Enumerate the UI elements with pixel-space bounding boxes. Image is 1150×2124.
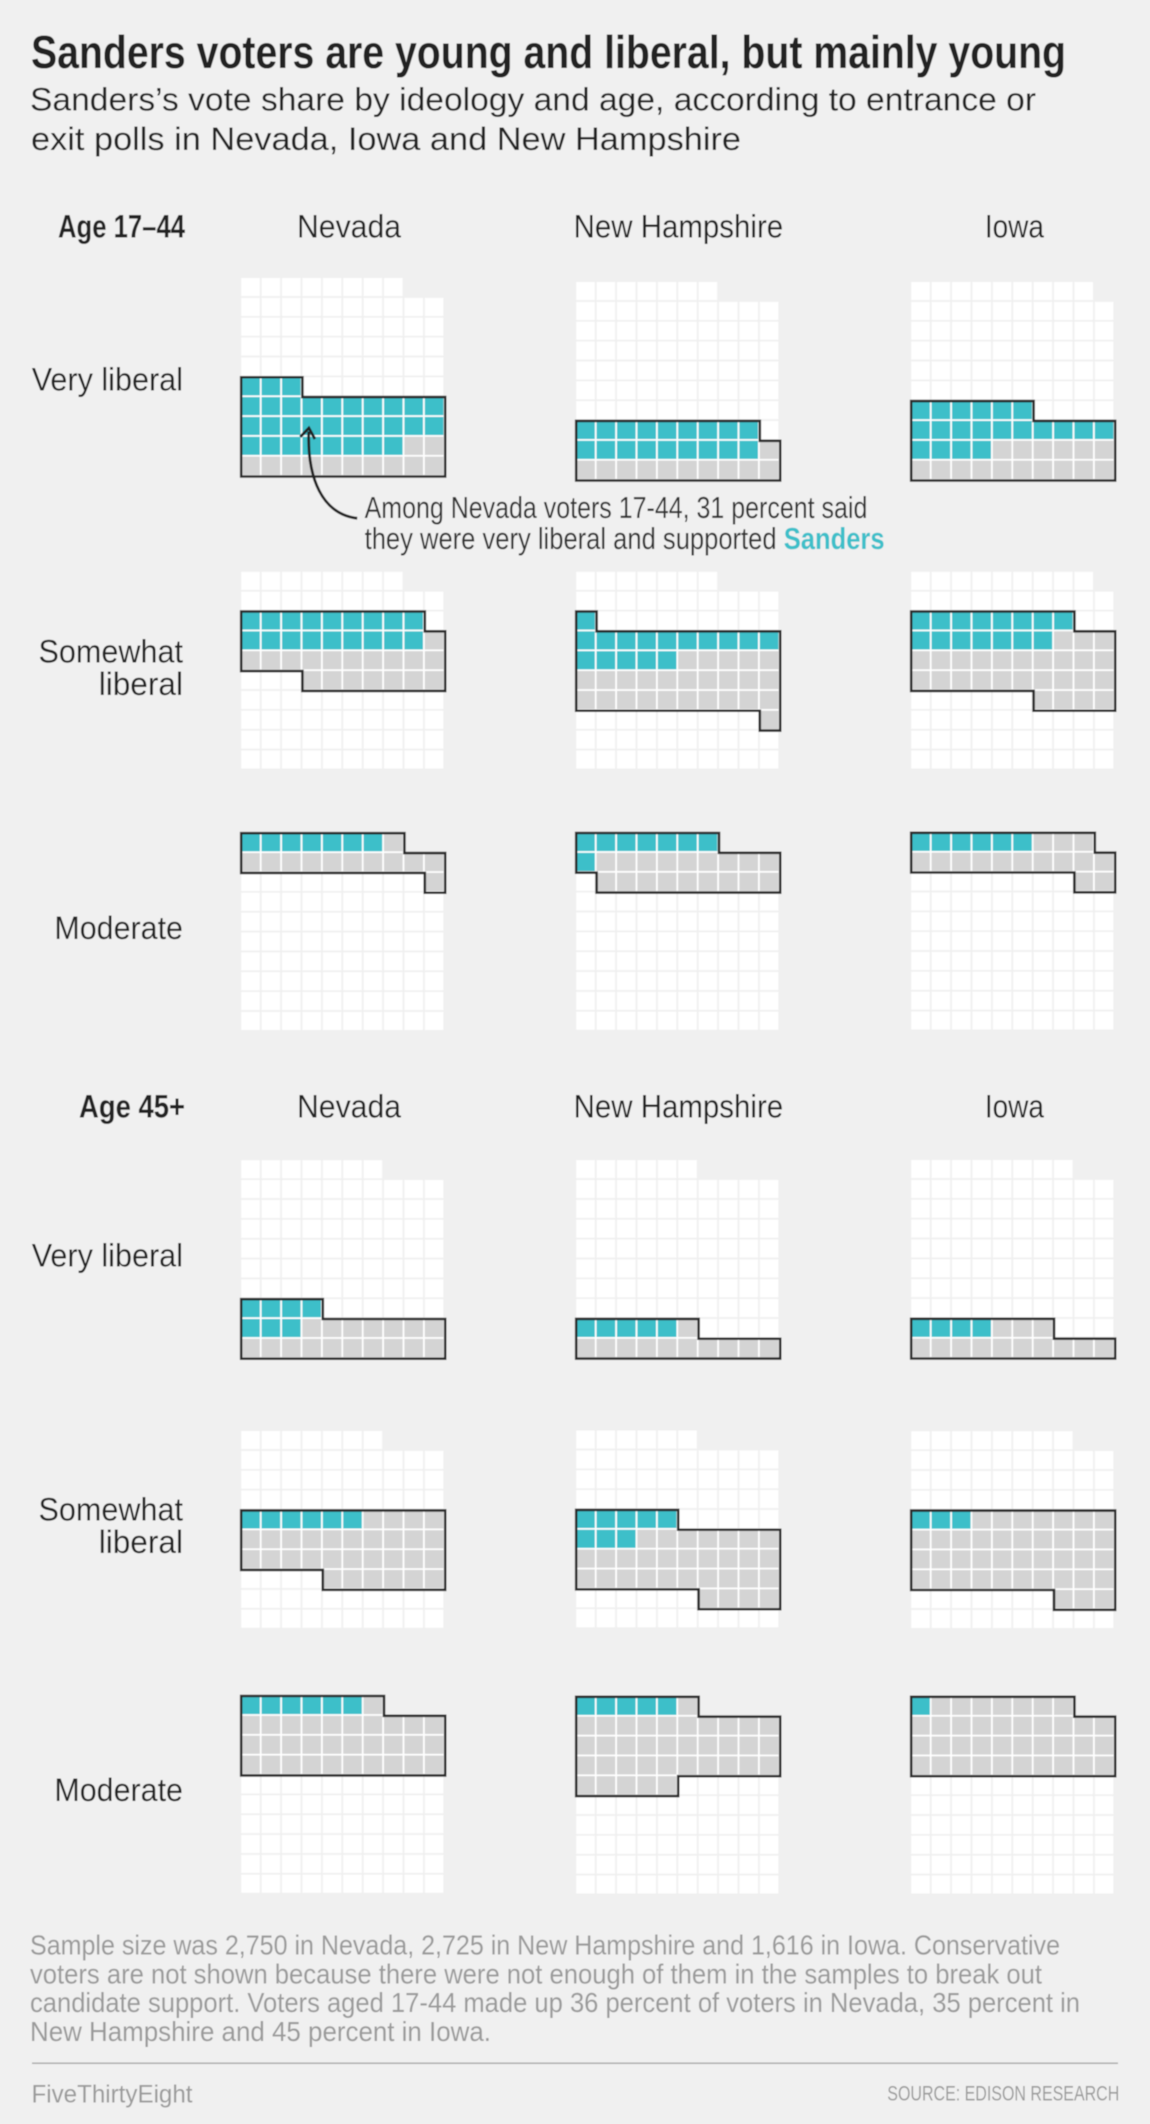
svg-text:SOURCE: EDISON RESEARCH: SOURCE: EDISON RESEARCH	[887, 2083, 1119, 2106]
svg-text:Moderate: Moderate	[54, 1772, 183, 1808]
svg-text:Among Nevada voters 17-44, 31: Among Nevada voters 17-44, 31 percent sa…	[365, 490, 868, 525]
svg-text:New Hampshire: New Hampshire	[574, 1089, 784, 1125]
svg-text:Age 45+: Age 45+	[79, 1089, 185, 1125]
svg-text:liberal: liberal	[99, 666, 183, 702]
svg-text:Age 17–44: Age 17–44	[58, 209, 185, 245]
svg-text:Somewhat: Somewhat	[39, 634, 184, 670]
svg-text:liberal: liberal	[99, 1524, 183, 1560]
svg-text:Sanders: Sanders	[784, 521, 885, 556]
svg-text:Somewhat: Somewhat	[39, 1491, 184, 1527]
svg-text:Sanders voters are young and l: Sanders voters are young and liberal, bu…	[31, 26, 1066, 78]
svg-text:Sanders’s vote share by ideolo: Sanders’s vote share by ideology and age…	[30, 82, 1036, 118]
svg-text:Iowa: Iowa	[985, 1089, 1044, 1125]
svg-text:Iowa: Iowa	[985, 209, 1044, 245]
svg-text:candidate support. Voters aged: candidate support. Voters aged 17-44 mad…	[30, 1987, 1080, 2018]
svg-text:Moderate: Moderate	[54, 910, 183, 946]
svg-text:New Hampshire and 45 percent i: New Hampshire and 45 percent in Iowa.	[30, 2016, 491, 2047]
svg-text:voters are not shown because t: voters are not shown because there were …	[30, 1958, 1042, 1989]
svg-text:Nevada: Nevada	[297, 209, 401, 245]
svg-text:New Hampshire: New Hampshire	[574, 209, 784, 245]
svg-text:Very liberal: Very liberal	[32, 361, 183, 397]
svg-text:Very liberal: Very liberal	[32, 1237, 183, 1273]
svg-text:Sample size was 2,750 in Nevad: Sample size was 2,750 in Nevada, 2,725 i…	[30, 1930, 1060, 1961]
svg-text:Nevada: Nevada	[297, 1089, 401, 1125]
svg-text:they were very liberal and sup: they were very liberal and supported	[365, 521, 777, 556]
svg-text:FiveThirtyEight: FiveThirtyEight	[32, 2080, 193, 2108]
svg-text:exit polls in Nevada, Iowa and: exit polls in Nevada, Iowa and New Hamps…	[31, 121, 741, 157]
